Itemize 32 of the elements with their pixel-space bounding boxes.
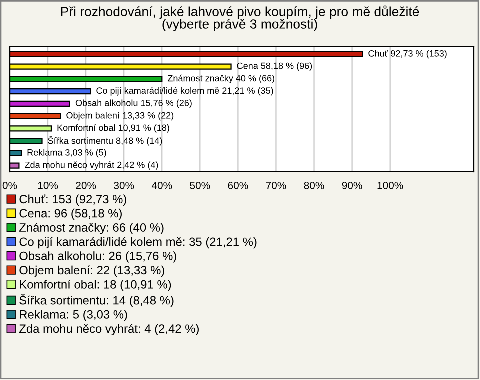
data-label: Šířka sortimentu 8,48 % (14) [48,136,162,146]
x-tick-label: 80% [304,182,324,190]
legend-label: Objem balení: 22 (13,33 %) [20,266,164,277]
x-tick-label: 0% [2,182,18,190]
data-label: Obsah alkoholu 15,76 % (26) [76,100,192,108]
x-tick-label: 70% [266,182,286,190]
legend-label: Zda mohu něco vyhrát: 4 (2,42 %) [20,324,199,336]
data-label: Objem balení 13,33 % (22) [66,112,174,121]
x-tick-label: 90% [342,182,362,190]
x-tick-label: 60% [228,182,248,190]
x-tick-label: 10% [38,182,58,190]
legend-label: Cena: 96 (58,18 %) [20,208,122,220]
legend-label: Známost značky: 66 (40 %) [20,223,164,234]
data-label: Komfortní obal 10,91 % (18) [58,124,170,133]
data-label: Reklama 3,03 % (5) [28,149,106,158]
data-label: Chuť 92,73 % (153) [368,50,447,59]
legend-label: Obsah alkoholu: 26 (15,76 %) [20,252,176,263]
x-tick-label: 100% [378,182,404,190]
data-label: Známost značky 40 % (66) [168,74,274,84]
data-label: Cena 58,18 % (96) [237,62,312,72]
data-label: Zda mohu něco vyhrát 2,42 % (4) [25,162,158,170]
x-tick-label: 40% [152,182,172,190]
legend-label: Reklama: 5 (3,03 %) [20,310,128,322]
legend-label: Šířka sortimentu: 14 (8,48 %) [20,294,174,308]
x-tick-label: 20% [76,182,96,190]
data-label: Co pijí kamarádi/lidé kolem mě 21,21 % (35) [96,87,274,96]
chart-title: Při rozhodování, jaké lahvové pivo koupím, je pro mě důležité (vyberte právě 3 možnosti) [61,6,420,32]
x-tick-label: 30% [114,182,134,190]
legend-label: Komfortní obal: 18 (10,91 %) [20,280,172,292]
x-tick-label: 50% [190,182,210,190]
legend-label: Chuť: 153 (92,73 %) [20,194,126,206]
legend-label: Co pijí kamarádi/lidé kolem mě: 35 (21,21 %) [20,237,257,249]
